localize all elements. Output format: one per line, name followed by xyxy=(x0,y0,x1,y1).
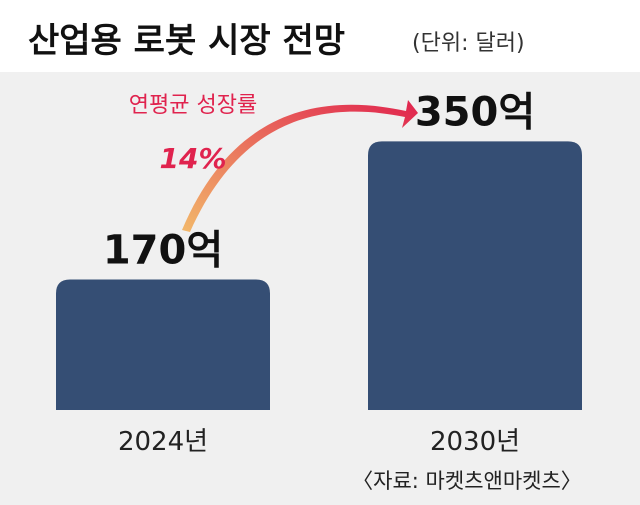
bar-2030 xyxy=(368,141,582,410)
bar-2024 xyxy=(56,279,270,410)
chart-title: 산업용 로봇 시장 전망 xyxy=(28,21,345,61)
cagr-label: 연평균 성장률 xyxy=(129,93,257,118)
x-tick-2024: 2024년 xyxy=(118,427,208,457)
source-note: 〈자료: 마켓츠앤마켓츠〉 xyxy=(352,469,582,493)
data-label-2030: 350억 xyxy=(415,89,535,135)
unit-note: (단위: 달러) xyxy=(412,31,525,56)
data-label-2024: 170억 xyxy=(103,228,223,274)
bars-group: 170억 2024년 350억 2030년 xyxy=(56,89,582,457)
x-tick-2030: 2030년 xyxy=(430,427,520,457)
growth-arrow xyxy=(182,100,418,232)
cagr-value: 14% xyxy=(159,142,226,175)
